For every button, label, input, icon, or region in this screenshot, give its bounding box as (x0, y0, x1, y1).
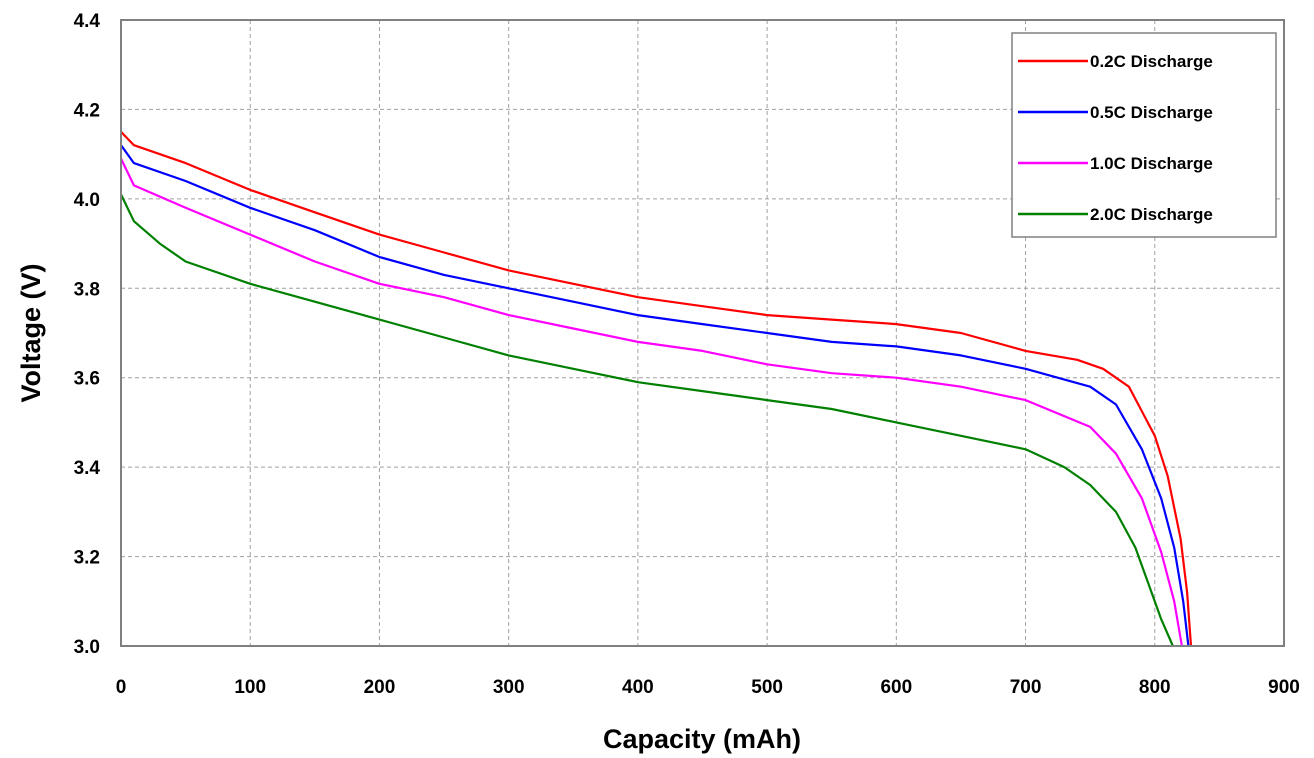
y-tick-label: 3.2 (74, 548, 100, 569)
y-tick-label: 3.6 (74, 369, 100, 390)
legend-box (1011, 32, 1277, 238)
x-tick-labels: 0 100 200 300 400 500 600 700 800 900 (116, 677, 1300, 698)
x-tick-label: 900 (1268, 677, 1300, 698)
series-line-4 (120, 193, 1174, 647)
x-tick-label: 500 (751, 677, 783, 698)
legend-label-2: 0.5C Discharge (1090, 103, 1213, 122)
y-tick-label: 3.8 (74, 279, 100, 300)
legend-label-1: 0.2C Discharge (1090, 52, 1213, 71)
series-line-3 (120, 158, 1183, 647)
x-tick-label: 0 (116, 677, 127, 698)
y-tick-label: 3.0 (74, 637, 100, 658)
x-tick-label: 600 (880, 677, 912, 698)
x-tick-label: 200 (364, 677, 396, 698)
x-tick-label: 100 (234, 677, 266, 698)
x-tick-label: 300 (493, 677, 525, 698)
legend-label-3: 1.0C Discharge (1090, 154, 1213, 173)
x-axis-title: Capacity (mAh) (603, 724, 801, 754)
legend: 0.2C Discharge 0.5C Discharge 1.0C Dischar… (1011, 32, 1277, 238)
x-tick-label: 700 (1010, 677, 1042, 698)
y-tick-labels: 3.0 3.2 3.4 3.6 3.8 4.0 4.2 4.4 (74, 11, 101, 658)
series-layer (120, 131, 1193, 647)
y-tick-label: 3.4 (74, 458, 101, 479)
legend-label-4: 2.0C Discharge (1090, 205, 1213, 224)
y-tick-label: 4.4 (74, 11, 101, 32)
plot-frame (120, 19, 1285, 647)
y-tick-label: 4.2 (74, 100, 100, 121)
y-tick-label: 4.0 (74, 190, 100, 211)
x-tick-label: 400 (622, 677, 654, 698)
x-tick-label: 800 (1139, 677, 1171, 698)
series-line-2 (120, 144, 1190, 647)
series-line-1 (120, 131, 1193, 647)
y-axis-title: Voltage (V) (16, 263, 46, 402)
